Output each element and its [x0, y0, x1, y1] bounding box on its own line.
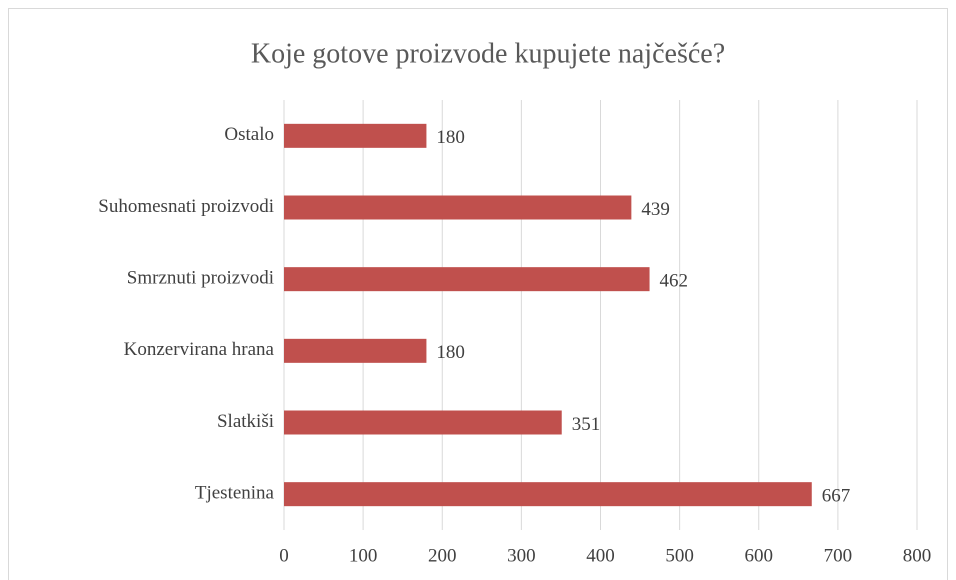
bar [284, 123, 427, 148]
data-label: 439 [641, 199, 670, 220]
data-label: 462 [660, 271, 689, 292]
bar [284, 482, 812, 507]
data-label: 180 [436, 342, 465, 363]
bar [284, 195, 632, 220]
x-tick-label: 200 [428, 545, 457, 566]
x-tick-label: 400 [586, 545, 615, 566]
bar [284, 267, 650, 292]
x-tick-label: 100 [349, 545, 378, 566]
x-tick-label: 500 [665, 545, 694, 566]
x-tick-label: 800 [903, 545, 932, 566]
y-tick-label: Tjestenina [195, 483, 275, 504]
y-tick-label: Slatkiši [217, 411, 274, 432]
chart-title: Koje gotove proizvode kupujete najčešće? [251, 38, 725, 69]
x-tick-label: 300 [507, 545, 536, 566]
chart-frame [8, 8, 948, 580]
bar [284, 338, 427, 363]
y-tick-label: Suhomesnati proizvodi [98, 196, 274, 217]
data-label: 180 [436, 127, 465, 148]
data-label: 667 [822, 486, 851, 507]
bar [284, 410, 562, 435]
data-label: 351 [572, 414, 601, 435]
y-tick-label: Konzervirana hrana [124, 339, 275, 360]
y-tick-label: Ostalo [224, 124, 274, 145]
x-tick-label: 600 [745, 545, 774, 566]
x-tick-label: 700 [824, 545, 853, 566]
y-tick-label: Smrznuti proizvodi [127, 268, 274, 289]
x-tick-label: 0 [279, 545, 289, 566]
